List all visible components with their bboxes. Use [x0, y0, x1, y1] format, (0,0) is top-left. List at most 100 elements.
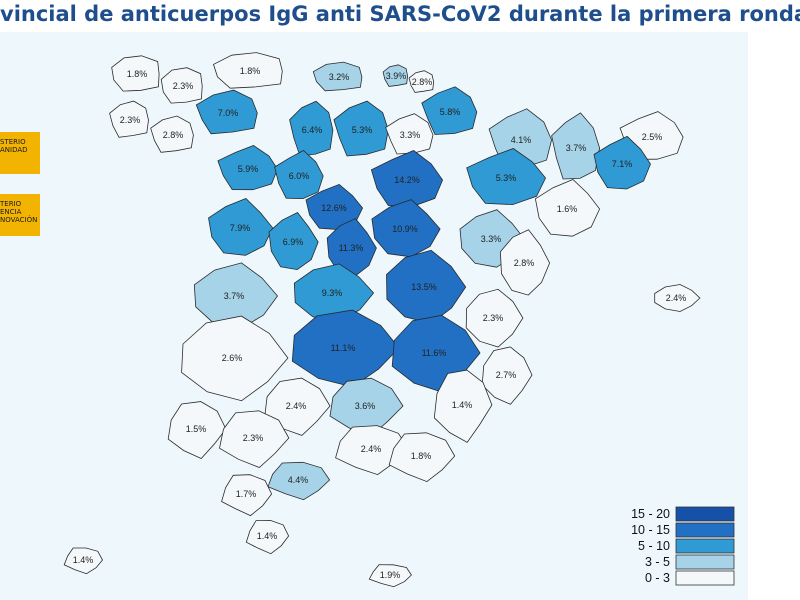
province-region: [371, 199, 441, 258]
province-value-label: 1.8%: [411, 451, 432, 461]
province-value-label: 1.8%: [240, 66, 261, 76]
province-value-label: 1.4%: [73, 555, 94, 565]
province-value-label: 3.7%: [566, 143, 587, 153]
logo-line: ANIDAD: [0, 146, 28, 154]
province-region: [219, 410, 290, 468]
logo-line: STERIO: [0, 138, 26, 146]
legend-swatch: [675, 554, 735, 570]
legend-label: 0 - 3: [645, 571, 670, 585]
province-value-label: 2.4%: [361, 444, 382, 454]
legend-swatch: [675, 506, 735, 522]
province-region: [368, 564, 412, 588]
province-value-label: 6.9%: [283, 237, 304, 247]
province-value-label: 9.3%: [322, 288, 343, 298]
province-region: [465, 288, 524, 348]
province-value-label: 2.3%: [173, 81, 194, 91]
province-value-label: 5.3%: [352, 125, 373, 135]
province-region: [111, 55, 160, 92]
province-region: [433, 369, 493, 443]
province-value-label: 5.8%: [440, 107, 461, 117]
province-value-label: 1.7%: [236, 489, 257, 499]
legend-swatch: [675, 570, 735, 586]
province-region: [333, 100, 389, 157]
logo-line: NOVACIÓN: [0, 216, 38, 224]
province-value-label: 7.1%: [612, 159, 633, 169]
province-value-label: 6.4%: [302, 125, 323, 135]
province-region: [499, 229, 551, 296]
province-region: [593, 135, 651, 190]
province-region: [382, 64, 409, 87]
province-value-label: 3.2%: [329, 72, 350, 82]
province-region: [551, 112, 601, 180]
province-value-label: 1.6%: [557, 204, 578, 214]
province-value-label: 1.5%: [186, 424, 207, 434]
province-region: [408, 70, 435, 93]
province-value-label: 2.4%: [286, 401, 307, 411]
province-region: [289, 100, 334, 157]
province-labels: 1.8% 2.3% 1.8% 3.2% 3.9% 2.8% 2.3% 2.8% 7.0% 6.4%…: [73, 66, 687, 580]
province-region: [193, 262, 279, 329]
province-value-label: 1.8%: [127, 69, 148, 79]
province-value-label: 1.4%: [452, 400, 473, 410]
province-value-label: 2.3%: [243, 433, 264, 443]
map-title: vincial de anticuerpos IgG anti SARS-CoV…: [0, 2, 800, 26]
province-value-label: 7.0%: [218, 108, 239, 118]
province-value-label: 2.8%: [163, 130, 184, 140]
province-region: [221, 474, 273, 517]
province-region: [421, 86, 478, 135]
province-value-label: 2.5%: [642, 132, 663, 142]
province-value-label: 1.4%: [257, 531, 278, 541]
province-region: [217, 145, 278, 191]
province-region: [481, 346, 533, 405]
province-region: [208, 198, 274, 256]
province-region: [388, 432, 456, 483]
ministry-logo-health: STERIO ANIDAD: [0, 132, 40, 174]
province-region: [264, 377, 331, 436]
province-region: [150, 115, 194, 153]
province-region: [466, 148, 547, 206]
province-value-label: 2.7%: [496, 370, 517, 380]
province-value-label: 13.5%: [411, 282, 437, 292]
province-region: [245, 519, 290, 555]
province-regions: [63, 52, 701, 588]
province-value-label: 2.8%: [412, 77, 433, 87]
legend-label: 15 - 20: [631, 507, 670, 521]
province-value-label: 3.7%: [224, 291, 245, 301]
province-value-label: 11.3%: [339, 243, 364, 253]
province-value-label: 12.6%: [321, 203, 347, 213]
province-region: [195, 89, 258, 135]
province-region: [312, 61, 363, 92]
legend-swatch: [675, 522, 735, 538]
province-region: [109, 100, 149, 138]
province-value-label: 5.9%: [238, 164, 259, 174]
province-region: [291, 309, 400, 388]
province-region: [167, 401, 227, 459]
legend-label: 10 - 15: [631, 523, 670, 537]
province-region: [274, 150, 324, 200]
province-region: [160, 67, 203, 104]
province-value-label: 11.1%: [331, 343, 356, 353]
province-region: [370, 150, 444, 207]
legend: 15 - 20 10 - 15 5 - 10 3 - 5 0 - 3: [631, 506, 735, 586]
province-value-label: 11.6%: [422, 348, 447, 358]
province-region: [213, 52, 283, 89]
province-region: [534, 179, 601, 237]
spain-choropleth-map: 1.8% 2.3% 1.8% 3.2% 3.9% 2.8% 2.3% 2.8% 7.0% 6.4%…: [63, 52, 735, 588]
province-value-label: 2.8%: [514, 258, 535, 268]
province-value-label: 3.3%: [400, 130, 421, 140]
province-region: [267, 461, 331, 501]
province-value-label: 2.3%: [483, 313, 504, 323]
province-region: [326, 218, 377, 277]
province-value-label: 7.9%: [230, 223, 251, 233]
province-region: [63, 547, 103, 575]
province-value-label: 14.2%: [394, 175, 420, 185]
province-value-label: 5.3%: [496, 173, 517, 183]
logo-line: TERIO: [0, 200, 22, 208]
province-region: [268, 211, 319, 271]
province-value-label: 2.4%: [666, 293, 687, 303]
logo-line: ENCIA: [0, 208, 22, 216]
legend-label: 3 - 5: [645, 555, 670, 569]
province-value-label: 3.9%: [386, 71, 407, 81]
province-region: [181, 315, 289, 402]
legend-label: 5 - 10: [638, 539, 670, 553]
